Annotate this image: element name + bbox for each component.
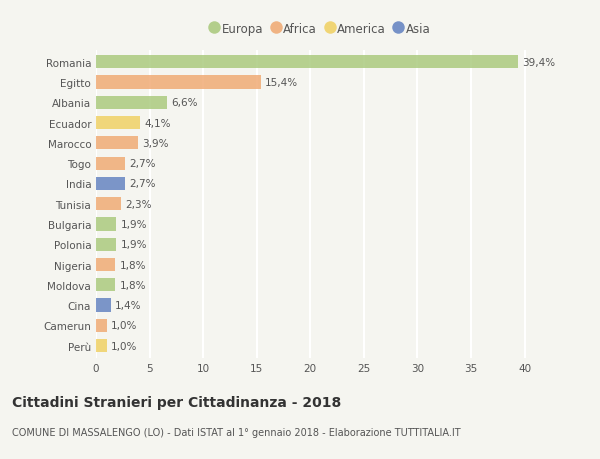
Text: COMUNE DI MASSALENGO (LO) - Dati ISTAT al 1° gennaio 2018 - Elaborazione TUTTITA: COMUNE DI MASSALENGO (LO) - Dati ISTAT a… [12,427,461,437]
Text: 1,0%: 1,0% [111,341,137,351]
Text: 1,0%: 1,0% [111,321,137,330]
Bar [96,279,115,292]
Bar [96,238,116,251]
Text: 6,6%: 6,6% [171,98,197,108]
Bar [96,137,138,150]
Bar [96,258,115,272]
Text: 1,9%: 1,9% [121,219,147,230]
Legend: Europa, Africa, America, Asia: Europa, Africa, America, Asia [211,22,431,35]
Text: 1,9%: 1,9% [121,240,147,250]
Bar [96,56,518,69]
Bar [96,339,107,353]
Text: 1,4%: 1,4% [115,301,142,310]
Bar [96,96,167,110]
Text: 1,8%: 1,8% [119,260,146,270]
Text: 1,8%: 1,8% [119,280,146,290]
Bar [96,76,261,90]
Text: Cittadini Stranieri per Cittadinanza - 2018: Cittadini Stranieri per Cittadinanza - 2… [12,395,341,409]
Bar [96,319,107,332]
Text: 39,4%: 39,4% [523,58,556,67]
Bar [96,178,125,190]
Text: 4,1%: 4,1% [144,118,171,129]
Text: 2,3%: 2,3% [125,199,151,209]
Bar [96,198,121,211]
Text: 15,4%: 15,4% [265,78,298,88]
Bar [96,299,111,312]
Bar [96,218,116,231]
Text: 2,7%: 2,7% [129,179,156,189]
Bar [96,157,125,170]
Text: 2,7%: 2,7% [129,159,156,169]
Text: 3,9%: 3,9% [142,139,169,149]
Bar [96,117,140,130]
